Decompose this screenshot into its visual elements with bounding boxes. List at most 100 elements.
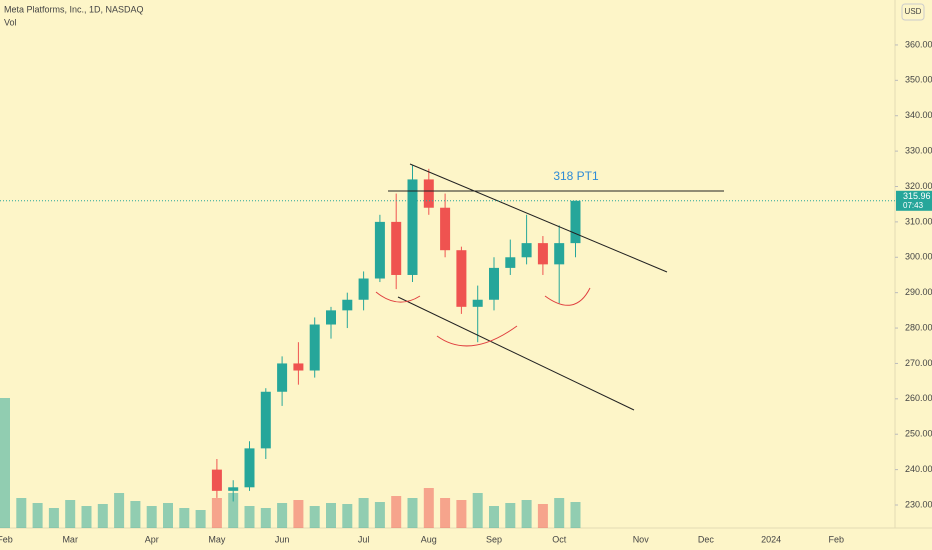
y-tick-label: 260.00 xyxy=(905,393,932,403)
volume-bar xyxy=(16,498,27,528)
arc xyxy=(436,325,518,347)
candle-body xyxy=(374,221,385,279)
y-tick-label: 280.00 xyxy=(905,322,932,332)
x-tick-label: Sep xyxy=(486,534,502,544)
candle-body xyxy=(342,299,353,311)
candle-body xyxy=(440,207,451,251)
candle-body xyxy=(537,243,548,265)
drawings xyxy=(375,163,724,411)
x-tick-label: Nov xyxy=(633,534,650,544)
volume-bar xyxy=(260,508,271,528)
candle-body xyxy=(456,250,467,307)
x-tick-label: Mar xyxy=(62,534,78,544)
volume-bar xyxy=(342,504,353,528)
candle-body xyxy=(570,200,581,244)
volume-bar xyxy=(195,510,206,528)
volume-bar xyxy=(440,498,451,528)
arc xyxy=(544,287,591,306)
volume-bar xyxy=(554,498,565,528)
volume-bar xyxy=(48,508,59,528)
y-tick-label: 240.00 xyxy=(905,464,932,474)
volume-bar xyxy=(97,504,108,528)
volume-bar xyxy=(163,503,173,528)
volume-bar xyxy=(537,504,548,528)
candle-body xyxy=(326,310,336,325)
volume-bar xyxy=(81,506,92,528)
x-tick-label: Apr xyxy=(145,534,159,544)
x-tick-label: Jul xyxy=(358,534,370,544)
volume-bar xyxy=(228,493,239,528)
candle-body xyxy=(554,243,565,265)
trend-line xyxy=(397,296,635,411)
volume-bar xyxy=(472,493,483,528)
countdown: 07:43 xyxy=(903,201,924,210)
volume-bar xyxy=(505,503,516,528)
candle-body xyxy=(489,267,499,300)
x-tick-label: May xyxy=(208,534,226,544)
volume-bar xyxy=(423,488,434,528)
volume-label: Vol xyxy=(4,17,17,27)
y-tick-label: 330.00 xyxy=(905,145,932,155)
x-tick-label: Feb xyxy=(0,534,13,544)
x-tick-label: Dec xyxy=(698,534,715,544)
volume-bar xyxy=(211,498,222,528)
series xyxy=(0,165,581,528)
candle-body xyxy=(521,243,532,258)
candle-body xyxy=(228,487,239,491)
candle-body xyxy=(260,391,271,449)
annotation: 318 PT1 xyxy=(553,169,599,183)
candle-body xyxy=(423,179,434,208)
volume-bar xyxy=(570,502,581,528)
candle-body xyxy=(407,179,418,275)
volume-bar xyxy=(358,498,369,528)
y-tick-label: 290.00 xyxy=(905,287,932,297)
volume-bar xyxy=(521,500,532,528)
y-tick-label: 300.00 xyxy=(905,252,932,262)
currency: USD xyxy=(905,7,922,16)
x-tick-label: Jun xyxy=(275,534,290,544)
y-tick-label: 250.00 xyxy=(905,429,932,439)
candle-body xyxy=(472,299,483,307)
volume-bar xyxy=(489,506,499,528)
volume-bar xyxy=(326,503,336,528)
y-tick-label: 340.00 xyxy=(905,110,932,120)
volume-bar xyxy=(391,496,402,528)
volume-bar xyxy=(130,501,141,528)
volume-bar xyxy=(114,493,125,528)
volume-bar xyxy=(374,502,385,528)
candle-body xyxy=(277,363,288,392)
y-tick-label: 360.00 xyxy=(905,39,932,49)
trend-line xyxy=(409,163,668,273)
candle-body xyxy=(358,278,369,300)
arc xyxy=(375,291,421,303)
x-tick-label: Aug xyxy=(421,534,437,544)
volume-bar xyxy=(179,508,190,528)
volume-bar xyxy=(407,498,418,528)
last-price: 315.96 xyxy=(903,191,931,201)
volume-bar xyxy=(277,503,288,528)
volume-bar xyxy=(0,398,10,528)
last-price-box xyxy=(896,190,932,211)
volume-bar xyxy=(309,506,320,528)
candle-body xyxy=(293,363,304,371)
candle-body xyxy=(309,324,320,371)
candle-body xyxy=(211,469,222,491)
x-tick-label: 2024 xyxy=(761,534,781,544)
x-tick-label: Feb xyxy=(829,534,845,544)
x-tick-label: Oct xyxy=(552,534,567,544)
volume-bar xyxy=(293,500,304,528)
y-tick-label: 310.00 xyxy=(905,216,932,226)
currency-box[interactable] xyxy=(901,3,925,21)
volume-bar xyxy=(244,506,255,528)
y-tick-label: 230.00 xyxy=(905,499,932,509)
y-tick-label: 350.00 xyxy=(905,75,932,85)
volume-bar xyxy=(65,500,76,528)
volume-bar xyxy=(456,500,467,528)
candle-body xyxy=(244,448,255,488)
y-tick-label: 270.00 xyxy=(905,358,932,368)
volume-bar xyxy=(146,506,157,528)
chart-title: Meta Platforms, Inc., 1D, NASDAQ xyxy=(4,4,144,14)
volume-bar xyxy=(32,503,43,528)
